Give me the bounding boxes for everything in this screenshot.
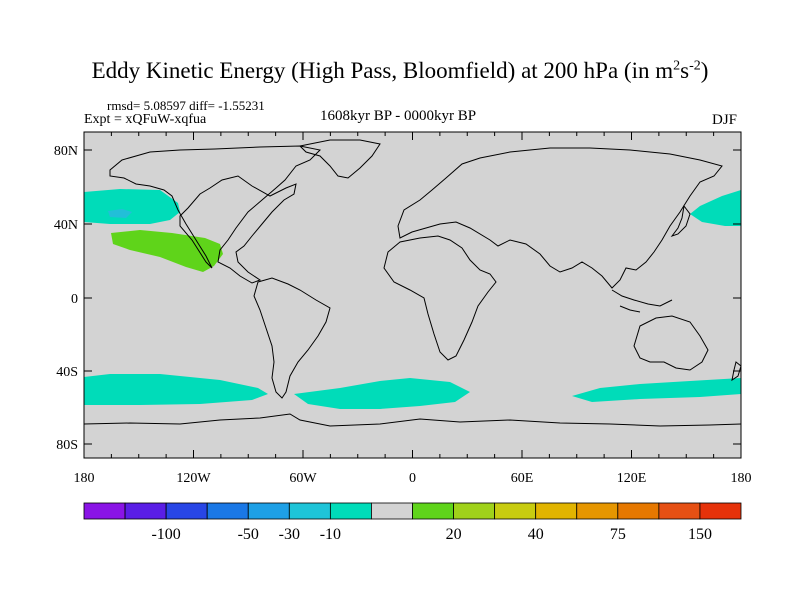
contour-southern-ocean-atlantic xyxy=(294,378,470,409)
lat-tick-label: 40N xyxy=(54,218,78,233)
colorbar-label: -10 xyxy=(320,526,341,543)
colorbar-label: 75 xyxy=(610,526,626,543)
colorbar-swatch xyxy=(247,502,290,520)
colorbar-swatch xyxy=(83,502,126,520)
colorbar-label: 20 xyxy=(446,526,462,543)
colorbar-swatch xyxy=(535,502,578,520)
colorbar-swatch xyxy=(576,502,619,520)
colorbar-label: -50 xyxy=(238,526,259,543)
lat-tick-label: 0 xyxy=(71,292,78,307)
colorbar-label: -100 xyxy=(151,526,180,543)
greenland-coastline xyxy=(298,139,381,179)
period-label: 1608kyr BP - 0000kyr BP xyxy=(320,108,477,124)
europe-africa-coastline xyxy=(383,235,497,361)
lon-tick-label: 60W xyxy=(289,471,317,486)
australia-coastline xyxy=(633,315,709,371)
colorbar-swatch xyxy=(494,502,537,520)
colorbar-swatch xyxy=(288,502,331,520)
chart-title: Eddy Kinetic Energy (High Pass, Bloomfie… xyxy=(91,58,709,83)
longitude-axis: 180 120W 60W 0 60E 120E 180 xyxy=(74,132,752,486)
lat-tick-label: 80S xyxy=(56,438,78,453)
colorbar-swatch xyxy=(124,502,167,520)
colorbar-swatch xyxy=(206,502,249,520)
colorbar-swatch xyxy=(453,502,496,520)
colorbar-swatch xyxy=(617,502,660,520)
lat-tick-label: 80N xyxy=(54,144,78,159)
colorbar-swatch xyxy=(658,502,701,520)
southeast-asia-islands xyxy=(611,289,673,313)
colorbar-swatch xyxy=(699,502,742,520)
colorbar-label: 150 xyxy=(688,526,712,543)
contour-north-pacific-core xyxy=(108,209,132,218)
coastlines xyxy=(84,139,741,427)
map-background xyxy=(84,132,741,458)
colorbar: -100 -50 -30 -10 20 40 75 150 xyxy=(83,502,742,543)
lon-tick-label: 180 xyxy=(731,471,752,486)
lat-tick-label: 40S xyxy=(56,365,78,380)
contour-north-pacific-negative xyxy=(84,189,180,224)
colorbar-swatch xyxy=(412,502,454,520)
eurasia-coastline xyxy=(397,147,723,289)
north-america-coastline xyxy=(109,145,322,284)
season-label: DJF xyxy=(712,112,738,128)
contour-west-pacific-negative xyxy=(690,190,741,226)
antarctica-coastline xyxy=(84,413,741,427)
experiment-label: Expt = xQFuW-xqfua xyxy=(84,112,207,127)
lon-tick-label: 0 xyxy=(409,471,416,486)
latitude-axis: 80N 40N 0 40S 80S xyxy=(54,144,741,453)
contour-southern-ocean-pacific xyxy=(84,374,268,405)
colorbar-swatch xyxy=(329,502,372,520)
colorbar-label: -30 xyxy=(279,526,300,543)
lon-tick-label: 60E xyxy=(511,471,534,486)
rmsd-diff-stats: rmsd= 5.08597 diff= -1.55231 xyxy=(107,98,265,113)
lon-tick-label: 120E xyxy=(617,471,647,486)
lon-tick-label: 120W xyxy=(176,471,211,486)
colorbar-swatch xyxy=(371,502,413,520)
colorbar-label: 40 xyxy=(528,526,544,543)
colorbar-swatch xyxy=(165,502,208,520)
south-america-coastline xyxy=(253,277,331,399)
japan-coastline xyxy=(670,204,691,237)
contour-southern-ocean-indopacific xyxy=(572,378,741,402)
new-zealand-coastline xyxy=(731,361,741,382)
contour-east-pacific-positive xyxy=(111,230,223,272)
lon-tick-label: 180 xyxy=(74,471,95,486)
